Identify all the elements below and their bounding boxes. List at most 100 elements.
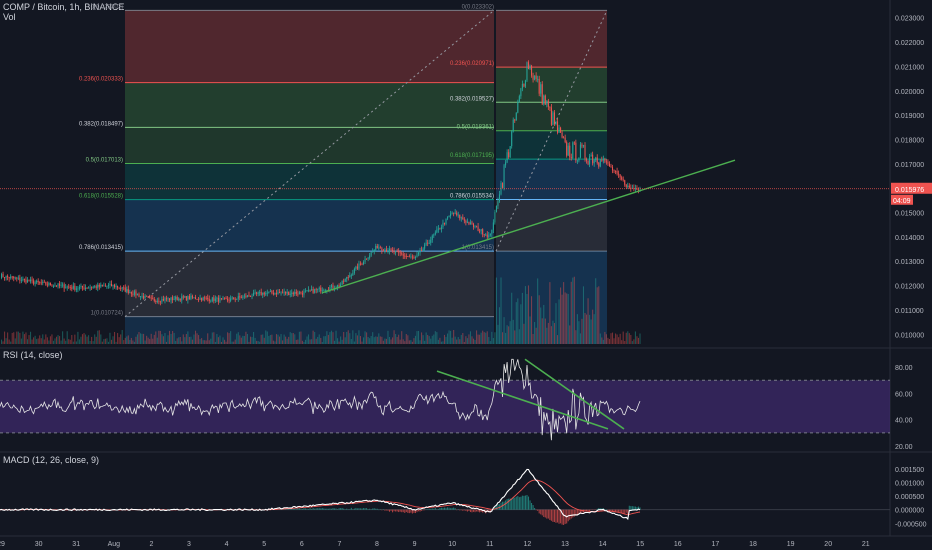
volume-bar [480, 332, 482, 344]
macd-histogram-bar [378, 509, 380, 511]
candle-body [576, 160, 578, 162]
time-tick-label: 31 [72, 541, 80, 548]
volume-bar [573, 276, 575, 344]
volume-bar [141, 333, 143, 344]
macd-histogram-bar [636, 507, 638, 510]
volume-bar [428, 336, 430, 344]
macd-histogram-bar [630, 506, 632, 510]
macd-histogram-bar [421, 509, 423, 511]
volume-bar [17, 331, 19, 344]
volume-bar [472, 338, 475, 344]
candle-body [43, 281, 45, 283]
candle-body [147, 296, 149, 298]
candle-body [569, 145, 571, 158]
volume-bar [172, 331, 174, 344]
candle-body [228, 300, 230, 302]
candle-body [249, 296, 252, 298]
volume-bar [95, 336, 97, 344]
macd-histogram-bar [453, 507, 455, 510]
candle-body [311, 288, 313, 291]
volume-bar [66, 331, 68, 344]
candle-body [318, 287, 320, 289]
time-tick-label: Aug [108, 541, 121, 548]
volume-bar [162, 336, 164, 344]
fib-right-label: 0.236(0.020971) [450, 61, 494, 67]
volume-bar [485, 332, 487, 344]
volume-bar [370, 336, 372, 344]
volume-bar [442, 341, 444, 344]
candle-body [187, 296, 189, 301]
macd-histogram-bar [442, 507, 444, 510]
macd-tick-label: 0.001000 [895, 480, 924, 487]
macd-histogram-bar [561, 509, 563, 525]
candle-body [292, 292, 294, 295]
volume-bar [492, 338, 494, 344]
candle-body [347, 276, 349, 278]
volume-bar [515, 302, 517, 344]
candle-body [552, 112, 554, 125]
volume-bar [106, 338, 108, 344]
volume-bar [147, 337, 149, 344]
macd-histogram-bar [376, 508, 378, 510]
candle-body [26, 280, 29, 283]
volume-bar [381, 336, 383, 344]
candle-body [260, 291, 262, 295]
candle-body [112, 284, 114, 287]
macd-histogram-bar [385, 509, 387, 511]
candle-body [150, 297, 152, 299]
time-tick-label: 5 [262, 541, 266, 548]
candle-body [101, 284, 103, 286]
volume-bar [535, 327, 537, 344]
volume-bar [531, 296, 533, 344]
volume-bar [401, 331, 403, 344]
volume-bar [170, 333, 172, 344]
macd-histogram-bar [301, 509, 303, 510]
candle-body [387, 251, 389, 253]
macd-histogram-bar [477, 509, 479, 512]
macd-histogram-bar [627, 509, 629, 514]
volume-bar [411, 341, 413, 344]
volume-bar [586, 314, 588, 344]
macd-histogram-bar [343, 508, 345, 510]
candle-body [213, 297, 215, 301]
candle-body [456, 212, 458, 216]
candle-body [366, 258, 368, 260]
candle-body [31, 279, 33, 281]
volume-bar [337, 338, 339, 344]
volume-bar [179, 336, 181, 344]
price-tick-label: 0.018000 [895, 137, 924, 144]
volume-bar [190, 336, 192, 344]
volume-bar [251, 337, 253, 344]
volume-bar [81, 334, 84, 344]
candle-body [208, 298, 210, 302]
macd-histogram-bar [349, 509, 351, 510]
time-tick-label: 7 [337, 541, 341, 548]
candle-body [544, 95, 546, 105]
volume-bar [275, 334, 278, 344]
macd-histogram-bar [417, 509, 420, 512]
volume-bar [277, 334, 279, 344]
volume-bar [436, 332, 438, 344]
candle-body [492, 222, 494, 230]
candle-body [51, 285, 53, 287]
volume-bar [330, 330, 332, 344]
macd-histogram-bar [447, 507, 449, 510]
candle-body [30, 279, 32, 282]
macd-histogram-bar [581, 509, 583, 513]
volume-bar [537, 278, 539, 344]
candle-body [5, 275, 7, 278]
candle-body [98, 284, 100, 287]
macd-histogram-bar [309, 508, 311, 510]
macd-histogram-bar [312, 507, 314, 510]
macd-histogram-bar [323, 508, 325, 510]
candle-body [350, 275, 352, 277]
volume-bar [405, 333, 407, 344]
candle-body [13, 276, 15, 279]
volume-bar [489, 341, 491, 344]
volume-bar [262, 334, 264, 344]
candle-body [224, 297, 226, 299]
candle-body [121, 287, 123, 289]
volume-bar [271, 334, 273, 344]
candle-body [182, 296, 184, 298]
